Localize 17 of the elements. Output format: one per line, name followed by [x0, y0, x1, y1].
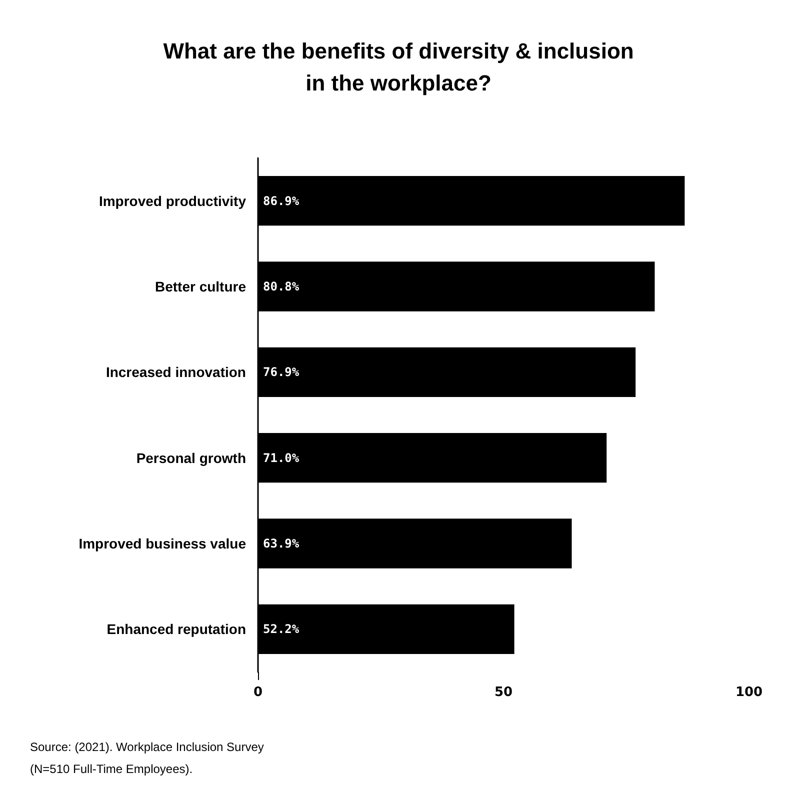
- y-tick-label: Improved productivity: [98, 192, 246, 209]
- y-tick-label: Enhanced reputation: [106, 621, 246, 638]
- chart-title: What are the benefits of diversity & inclusion in the workplace?: [163, 38, 634, 96]
- data-label: 86.9%: [263, 194, 300, 208]
- y-tick-label: Increased innovation: [106, 364, 246, 380]
- y-tick-label: Personal growth: [136, 450, 246, 466]
- data-label: 80.8%: [263, 280, 300, 294]
- y-tick-label: Improved business value: [78, 536, 246, 552]
- data-label: 76.9%: [263, 365, 300, 380]
- data-label: 71.0%: [263, 450, 300, 465]
- data-label: 63.9%: [263, 536, 300, 550]
- y-tick-label: Better culture: [154, 278, 246, 294]
- x-tick-label: 50: [494, 685, 513, 700]
- x-tick-label: 100: [735, 685, 763, 700]
- data-label: 52.2%: [263, 622, 300, 636]
- x-tick-label: 0: [253, 685, 263, 700]
- source-note: Source: (2021). Workplace Inclusion Survey (N=510 Full-Time Employees).: [30, 740, 264, 776]
